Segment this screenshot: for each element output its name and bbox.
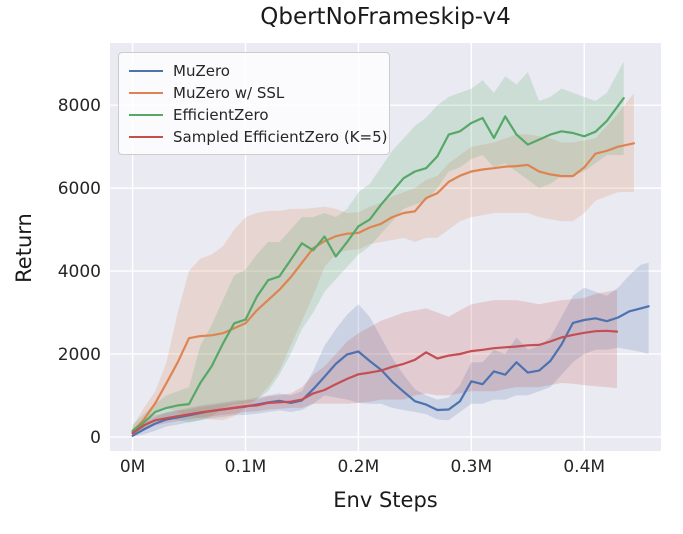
legend-label: MuZero w/ SSL bbox=[173, 84, 285, 102]
legend-item: MuZero bbox=[129, 60, 379, 82]
series-line-sampled-efficientzero-k-5- bbox=[131, 329, 619, 435]
legend-line-sample bbox=[129, 92, 163, 94]
x-axis-label: Env Steps bbox=[333, 488, 438, 512]
legend-label: EfficientZero bbox=[173, 106, 269, 124]
legend-line-sample bbox=[129, 136, 163, 138]
x-tick-label: 0M bbox=[119, 457, 146, 477]
series-band-muzero bbox=[132, 262, 649, 437]
series-line-efficientzero bbox=[131, 96, 625, 432]
y-tick-label: 4000 bbox=[57, 262, 101, 283]
legend: MuZero MuZero w/ SSL EfficientZero Sampled … bbox=[118, 52, 390, 155]
series-line-muzero-w-ssl bbox=[131, 142, 636, 433]
legend-item: Sampled EfficientZero (K=5) bbox=[129, 126, 387, 148]
legend-item: EfficientZero bbox=[129, 104, 379, 126]
y-tick-label: 6000 bbox=[57, 179, 101, 200]
x-tick-label: 0.1M bbox=[224, 457, 267, 477]
series-band-muzero-w-ssl bbox=[132, 93, 634, 437]
series-band-efficientzero bbox=[132, 61, 624, 435]
y-tick-label: 0 bbox=[90, 427, 101, 448]
legend-label: Sampled EfficientZero (K=5) bbox=[173, 128, 388, 146]
y-tick-label: 2000 bbox=[57, 344, 101, 365]
y-axis-label: Return bbox=[12, 213, 36, 283]
legend-line-sample bbox=[129, 70, 163, 72]
legend-item: MuZero w/ SSL bbox=[129, 82, 379, 104]
legend-label: MuZero bbox=[173, 62, 230, 80]
y-tick-label: 8000 bbox=[57, 96, 101, 117]
series-band-sampled-efficientzero-k-5- bbox=[132, 290, 617, 437]
legend-line-sample bbox=[129, 114, 163, 116]
x-tick-label: 0.3M bbox=[450, 457, 493, 477]
chart-title: QbertNoFrameskip-v4 bbox=[260, 4, 511, 30]
x-tick-label: 0.2M bbox=[337, 457, 380, 477]
x-tick-label: 0.4M bbox=[563, 457, 606, 477]
